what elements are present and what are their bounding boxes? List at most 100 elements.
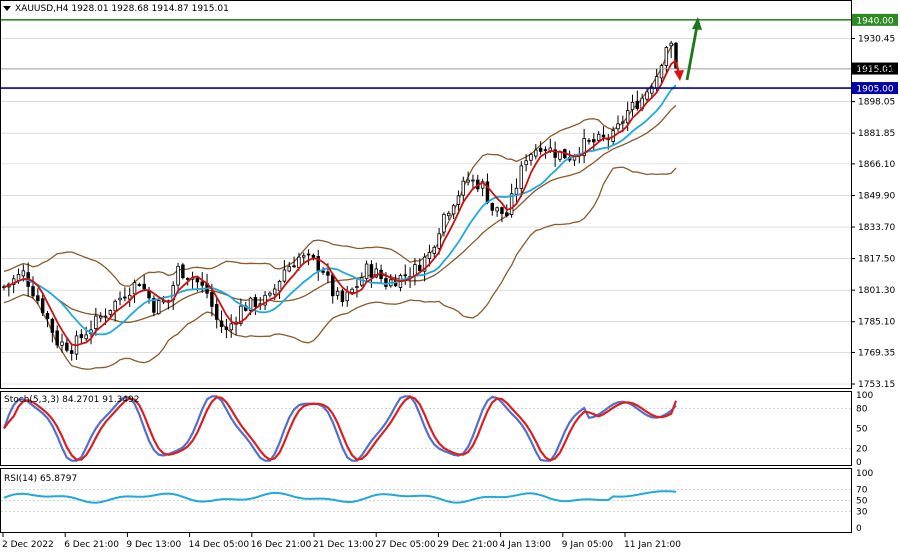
candle-body (16, 274, 21, 281)
candle-body (297, 256, 301, 268)
candle-body (118, 297, 122, 301)
candle-body (384, 278, 388, 287)
candle (664, 45, 669, 73)
candle-body (21, 270, 26, 277)
price-tick-label: 1930.45 (858, 34, 895, 44)
time-label: 6 Dec 21:00 (64, 540, 119, 550)
rsi-axis-label: 0 (856, 524, 862, 534)
candle-body (50, 318, 55, 333)
candle (616, 115, 620, 132)
candle-body (263, 294, 267, 306)
candle (277, 279, 282, 300)
candle (355, 278, 359, 298)
candle (224, 318, 229, 339)
candle-body (447, 212, 451, 217)
price-tick-label: 1849.90 (858, 191, 895, 201)
time-label: 4 Jan 13:00 (500, 540, 552, 550)
time-label: 11 Jan 21:00 (624, 540, 681, 550)
candle-body (596, 133, 601, 141)
candle-body (306, 253, 311, 256)
main-panel-frame (0, 0, 852, 389)
arrow-up-head (692, 17, 702, 30)
candle (118, 291, 122, 306)
price-tick-label: 1833.70 (858, 223, 895, 233)
candle-body (176, 265, 180, 286)
candle (31, 276, 35, 299)
candle-body (79, 334, 84, 339)
candle-body (587, 139, 591, 142)
levels: 1940.00 1905.00 1915.01 (1, 13, 898, 95)
candle (65, 337, 69, 353)
candle (635, 90, 640, 111)
candle-body (132, 282, 137, 295)
candle-body (152, 298, 156, 313)
candle-body (277, 280, 282, 292)
candle (176, 262, 180, 290)
rsi-axis-label: 70 (856, 486, 868, 496)
candle-body (340, 290, 345, 303)
candle-body (413, 264, 417, 276)
candle (127, 287, 132, 307)
candle (659, 63, 664, 85)
candle-body (538, 147, 543, 152)
candle-body (239, 305, 243, 324)
candle (69, 343, 74, 361)
candle-body (519, 165, 524, 189)
candle (268, 291, 272, 298)
candle-body (350, 288, 354, 293)
time-label: 29 Dec 21:00 (437, 540, 498, 550)
candle-body (156, 300, 161, 315)
bollinger-upper (3, 42, 677, 287)
candle-body (490, 203, 495, 211)
candle-body (659, 65, 664, 79)
candle-body (335, 290, 340, 296)
candle (500, 206, 504, 223)
candle (621, 115, 625, 132)
candle (55, 325, 59, 349)
level-tag-1905.00 (852, 82, 898, 95)
candle-body (466, 179, 470, 183)
candle-body (625, 110, 630, 124)
candle-body (311, 254, 316, 258)
candle (490, 202, 495, 216)
candle (40, 293, 45, 317)
bollinger-middle (3, 104, 677, 323)
candle (50, 317, 55, 343)
candle (534, 144, 538, 160)
candle (79, 329, 84, 343)
candle (442, 212, 446, 237)
time-label: 21 Dec 13:00 (313, 540, 374, 550)
candle-body (345, 291, 349, 302)
candle-body (442, 213, 446, 233)
candle (335, 287, 340, 300)
candle-body (451, 205, 456, 215)
candle-body (127, 294, 132, 300)
candle-body (422, 256, 427, 272)
level-tag-1940.00 (852, 13, 898, 26)
candle-body (84, 334, 88, 340)
candle (432, 245, 437, 258)
candle-body (331, 274, 335, 297)
dropdown-triangle-icon[interactable] (3, 6, 11, 11)
candle (524, 154, 528, 172)
candle-body (316, 256, 320, 271)
candle (229, 314, 233, 338)
candle-body (36, 295, 40, 302)
candle (514, 178, 519, 202)
candle (519, 161, 524, 198)
rsi-label: RSI(14) 65.8797 (4, 474, 77, 484)
candle (364, 260, 369, 282)
candle (529, 152, 533, 166)
candle (132, 279, 137, 303)
rsi-axis-label: 100 (856, 469, 873, 479)
candle-body (55, 330, 59, 346)
candle-body (437, 233, 441, 249)
ma-fast (3, 59, 677, 347)
time-label: 9 Jan 05:00 (562, 540, 614, 550)
candle-body (108, 310, 113, 315)
level-label-1905.00: 1905.00 (856, 85, 893, 95)
time-label: 2 Dec 2022 (2, 540, 54, 550)
candle-body (650, 86, 654, 94)
bollinger-bands (3, 42, 677, 370)
